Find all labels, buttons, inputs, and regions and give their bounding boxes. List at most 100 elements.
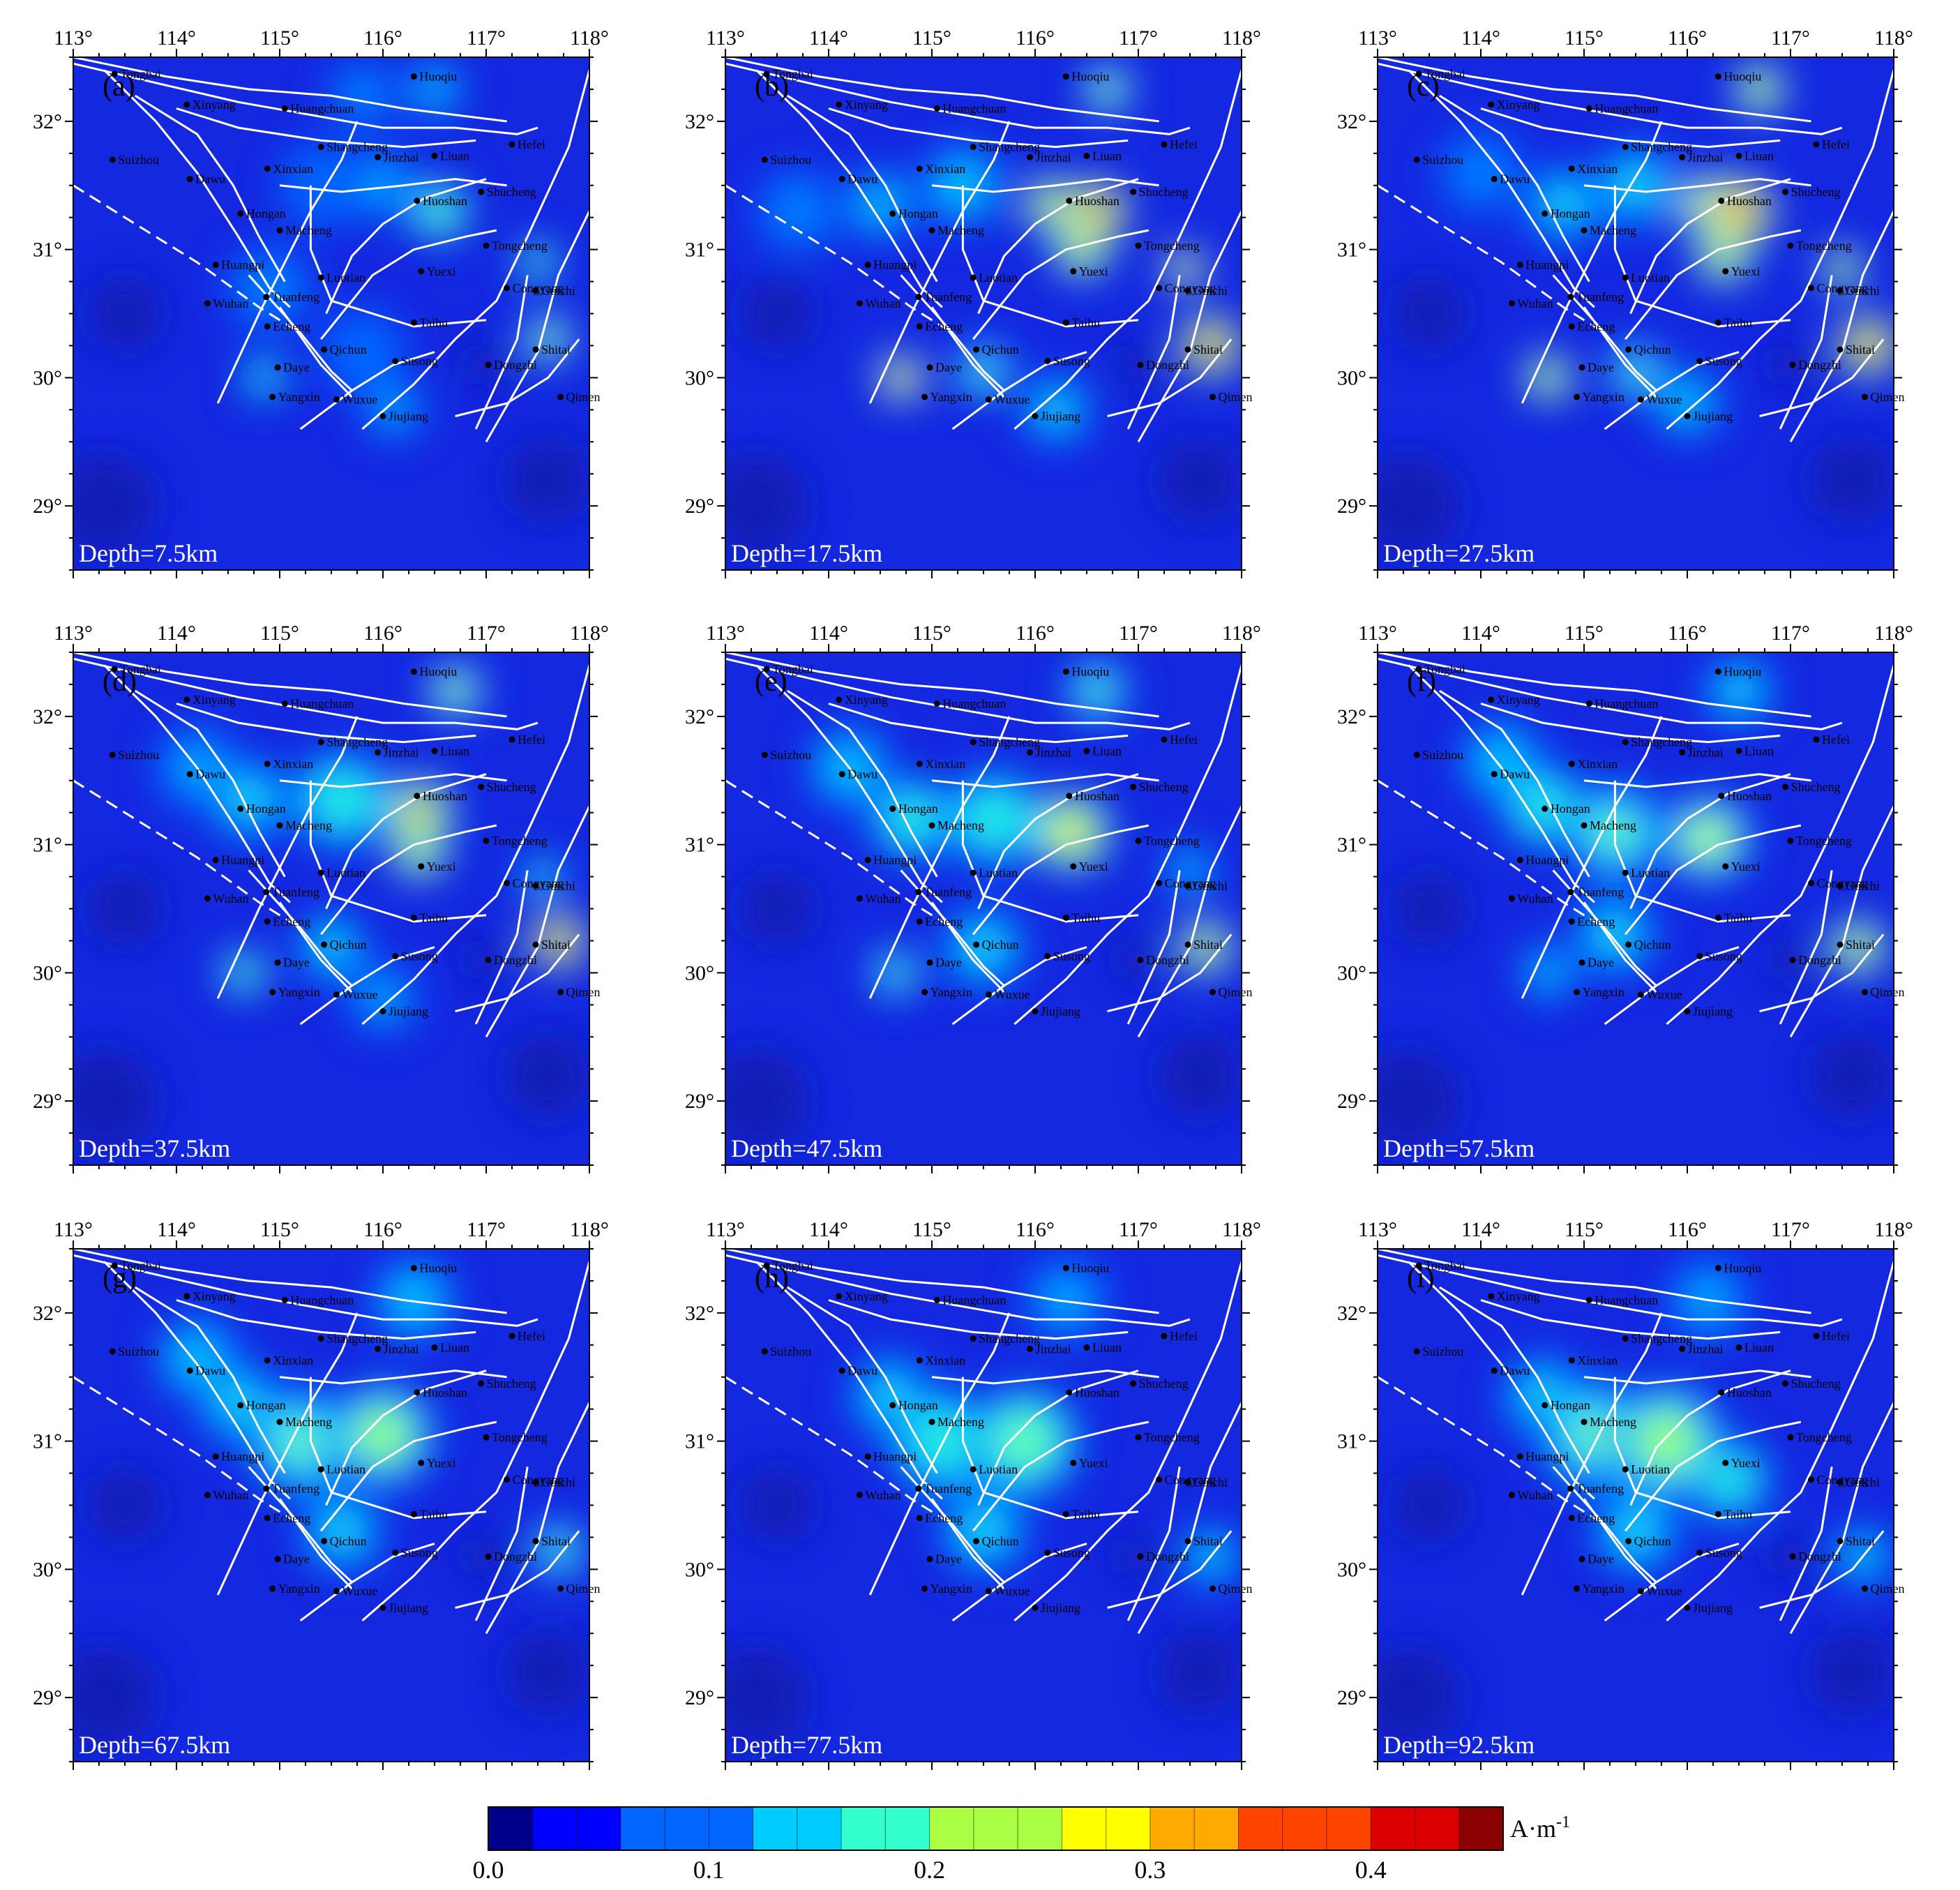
city-label: Yuexi — [427, 860, 456, 873]
lon-tick-label: 113° — [706, 27, 745, 50]
map-panel: Tongbai Xinyang Huangchuan Huoqiu Suizhou Daw… — [1337, 27, 1913, 578]
city-label: Suizhou — [770, 153, 811, 167]
city-marker — [1508, 1492, 1515, 1499]
city-marker — [1585, 1297, 1592, 1303]
fault-line — [930, 306, 1005, 398]
lon-tick-label: 114° — [157, 27, 196, 50]
city-label: Yangxin — [930, 1582, 972, 1596]
fault-line — [1378, 1254, 1843, 1327]
city-label: Xinyang — [845, 98, 888, 112]
lon-tick-label: 114° — [1461, 622, 1500, 645]
anomaly-field — [1378, 64, 1894, 558]
city-label: Huoshan — [423, 1386, 467, 1400]
anomaly-blob — [533, 257, 543, 267]
city-label: Liuan — [440, 1340, 469, 1354]
anomaly-blob — [983, 808, 1005, 830]
city-label: Macheng — [1590, 818, 1636, 832]
lat-tick-label: 30° — [33, 366, 62, 389]
city-marker — [186, 771, 193, 778]
city-label: Wuhan — [865, 892, 900, 906]
fault-line — [216, 716, 359, 999]
lon-tick-label: 114° — [809, 622, 848, 645]
city-label: Xinyang — [193, 693, 236, 707]
lon-tick-label: 116° — [1668, 1218, 1707, 1241]
city-marker — [317, 1466, 324, 1473]
city-marker — [375, 749, 382, 756]
city-label: Shangcheng — [1631, 1332, 1692, 1346]
anomaly-blob — [238, 967, 249, 978]
city-label: Dawu — [195, 767, 225, 781]
lat-tick-label: 29° — [1337, 1090, 1366, 1113]
fault-line — [1583, 1498, 1657, 1589]
anomaly-blob — [332, 1521, 352, 1540]
colorbar-segment — [1326, 1807, 1371, 1850]
anomaly-blob — [1179, 264, 1190, 273]
fault-line — [1583, 773, 1811, 788]
fault-line — [1629, 773, 1791, 910]
city-label: Hongan — [898, 1398, 938, 1412]
city-marker — [532, 941, 539, 948]
city-marker — [915, 889, 922, 896]
colorbar-tick-label: 0.2 — [914, 1856, 945, 1884]
city-marker — [321, 346, 328, 353]
anomaly-blob — [890, 967, 902, 979]
anomaly-blob — [1090, 684, 1104, 698]
city-marker — [1516, 1453, 1523, 1460]
anomaly-blob — [1203, 338, 1218, 353]
city-marker — [410, 914, 417, 921]
city-marker — [276, 1418, 283, 1425]
city-marker — [508, 141, 515, 148]
city-label: Xinxian — [925, 757, 965, 771]
city-marker — [1696, 357, 1703, 364]
city-marker — [1491, 176, 1498, 183]
city-marker — [926, 364, 933, 371]
fault-line — [1013, 665, 1242, 1026]
lon-tick-label: 118° — [1222, 27, 1261, 50]
city-label: Shucheng — [487, 185, 536, 199]
fault-line — [828, 1299, 1129, 1340]
city-marker — [186, 176, 193, 183]
city-label: Shucheng — [1139, 185, 1189, 199]
low-anomaly — [741, 872, 813, 945]
fault-lines — [73, 57, 589, 443]
city-label: Daye — [1588, 1552, 1614, 1566]
colorbar-segment — [1371, 1807, 1415, 1850]
city-label: Xinyang — [1497, 98, 1540, 112]
city-marker — [864, 262, 871, 269]
city-marker — [836, 696, 843, 703]
fault-line — [279, 773, 507, 788]
lat-tick-label: 30° — [685, 1558, 714, 1581]
city-label: Huoshan — [1727, 1386, 1772, 1400]
city-marker — [1622, 1466, 1629, 1473]
anomaly-blob — [239, 790, 258, 809]
city-marker — [1516, 857, 1523, 864]
city-marker — [204, 300, 211, 307]
city-marker — [274, 959, 281, 966]
anomaly-blob — [353, 343, 372, 361]
fault-line — [725, 657, 1191, 730]
lat-tick-label: 30° — [1337, 961, 1366, 984]
city-label: Congyang — [1165, 876, 1216, 890]
city-label: Shitai — [1846, 938, 1875, 952]
lon-tick-label: 117° — [1119, 27, 1158, 50]
city-marker — [264, 918, 271, 925]
anomaly-blob — [1090, 204, 1104, 218]
city-label: Jinzhai — [384, 745, 419, 759]
lon-tick-label: 113° — [1358, 1218, 1397, 1241]
lat-tick-label: 30° — [1337, 366, 1366, 389]
depth-label: Depth=37.5km — [79, 1134, 230, 1162]
city-marker — [1637, 1588, 1644, 1595]
city-marker — [973, 941, 980, 948]
fault-line — [1378, 57, 1811, 123]
city-label: Suizhou — [1422, 153, 1463, 167]
city-marker — [410, 1510, 417, 1517]
city-marker — [1808, 285, 1815, 292]
city-label: Qichun — [982, 938, 1019, 952]
city-label: Qichun — [1634, 343, 1671, 357]
city-label: Dawu — [847, 172, 877, 186]
fault-line — [1378, 1249, 1811, 1314]
colorbar-segment — [929, 1807, 974, 1850]
city-marker — [478, 1380, 485, 1387]
fault-line — [828, 107, 1129, 149]
city-marker — [1209, 393, 1216, 400]
